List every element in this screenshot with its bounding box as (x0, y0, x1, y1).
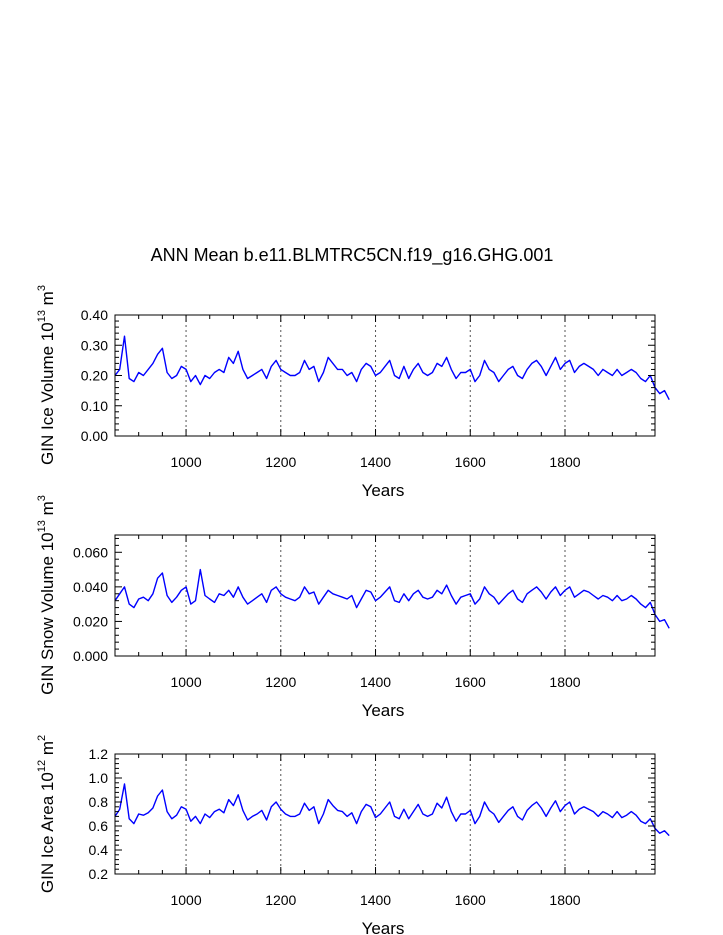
series-line (114, 568, 670, 629)
y-tick-label: 1.2 (89, 746, 109, 762)
x-tick-label: 1600 (455, 454, 486, 470)
y-axis-label: GIN Ice Area 1012 m2 (36, 735, 57, 893)
x-axis-label: Years (362, 701, 405, 720)
x-tick-label: 1400 (360, 454, 391, 470)
plot-frame (114, 753, 656, 875)
y-tick-label: 0.020 (73, 613, 108, 629)
x-tick-label: 1000 (170, 892, 201, 908)
series-line (114, 335, 670, 401)
x-tick-label: 1200 (265, 674, 296, 690)
x-tick-label: 1800 (549, 674, 580, 690)
y-tick-label: 0.30 (81, 337, 108, 353)
y-tick-label: 0.40 (81, 307, 108, 323)
y-tick-label: 0.060 (73, 544, 108, 560)
y-tick-label: 0.6 (89, 818, 109, 834)
figure-title: ANN Mean b.e11.BLMTRC5CN.f19_g16.GHG.001 (151, 245, 554, 266)
plot-frame (114, 534, 656, 657)
x-axis-label: Years (362, 481, 405, 500)
y-tick-label: 0.4 (89, 842, 109, 858)
x-tick-label: 1000 (170, 454, 201, 470)
x-tick-label: 1600 (455, 674, 486, 690)
panel-3: 1000 1200 1400 1600 1800 0.2 0.4 0.6 0.8 1.0 1.2 Ye… (36, 735, 670, 935)
y-tick-label: 0.00 (81, 428, 108, 444)
y-tick-label: 1.0 (89, 770, 109, 786)
x-tick-label: 1400 (360, 892, 391, 908)
x-tick-label: 1600 (455, 892, 486, 908)
x-tick-label: 1000 (170, 674, 201, 690)
y-tick-label: 0.000 (73, 648, 108, 664)
panel-1: 1000 1200 1400 1600 1800 0.00 0.10 0.20 0.30 0.40… (36, 285, 670, 500)
panel-2: 1000 1200 1400 1600 1800 0.000 0.020 0.040 0.060… (36, 495, 670, 720)
x-tick-label: 1800 (549, 892, 580, 908)
x-tick-label: 1200 (265, 454, 296, 470)
y-tick-label: 0.20 (81, 368, 108, 384)
x-tick-label: 1200 (265, 892, 296, 908)
y-axis-label: GIN Ice Volume 1013 m3 (36, 285, 57, 465)
y-tick-label: 0.2 (89, 866, 109, 882)
y-tick-label: 0.8 (89, 794, 109, 810)
series-line (114, 783, 670, 837)
y-tick-label: 0.10 (81, 398, 108, 414)
y-axis-label: GIN Snow Volume 1013 m3 (36, 495, 57, 695)
x-tick-label: 1400 (360, 674, 391, 690)
y-tick-label: 0.040 (73, 579, 108, 595)
x-axis-label: Years (362, 919, 405, 935)
x-tick-label: 1800 (549, 454, 580, 470)
